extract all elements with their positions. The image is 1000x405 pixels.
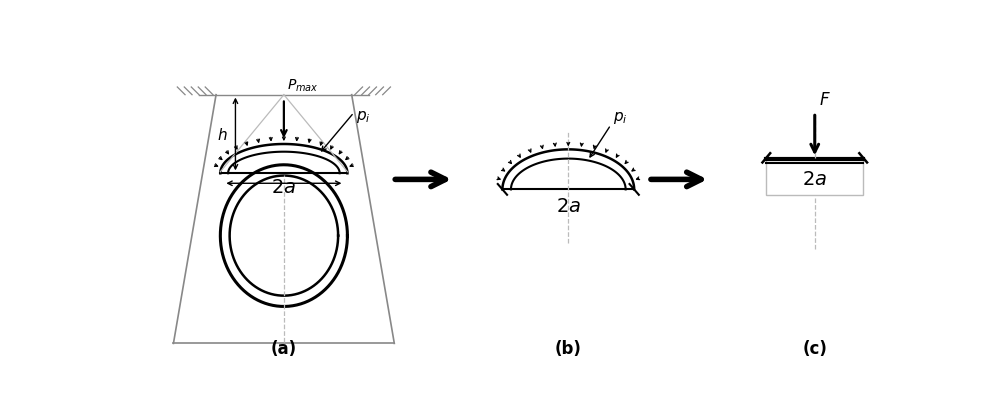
Text: $2a$: $2a$ <box>271 178 296 196</box>
Text: (c): (c) <box>802 339 827 357</box>
Text: $h$: $h$ <box>217 127 228 143</box>
Text: (a): (a) <box>271 339 297 357</box>
Bar <box>766 159 863 195</box>
Text: $p_i$: $p_i$ <box>356 109 370 125</box>
Text: $P_{max}$: $P_{max}$ <box>287 78 319 94</box>
Text: $2a$: $2a$ <box>556 196 581 215</box>
Text: $p_i$: $p_i$ <box>613 110 628 126</box>
Text: $2a$: $2a$ <box>802 169 827 188</box>
Text: $F$: $F$ <box>819 91 830 109</box>
Text: (b): (b) <box>555 339 582 357</box>
